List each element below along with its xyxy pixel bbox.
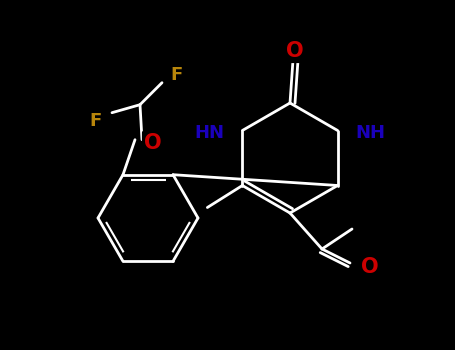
Text: O: O	[361, 257, 379, 277]
Text: F: F	[170, 66, 182, 84]
Text: O: O	[144, 133, 162, 153]
Text: F: F	[90, 112, 102, 130]
Text: HN: HN	[194, 124, 224, 141]
Text: O: O	[286, 41, 304, 61]
Text: NH: NH	[356, 124, 386, 141]
